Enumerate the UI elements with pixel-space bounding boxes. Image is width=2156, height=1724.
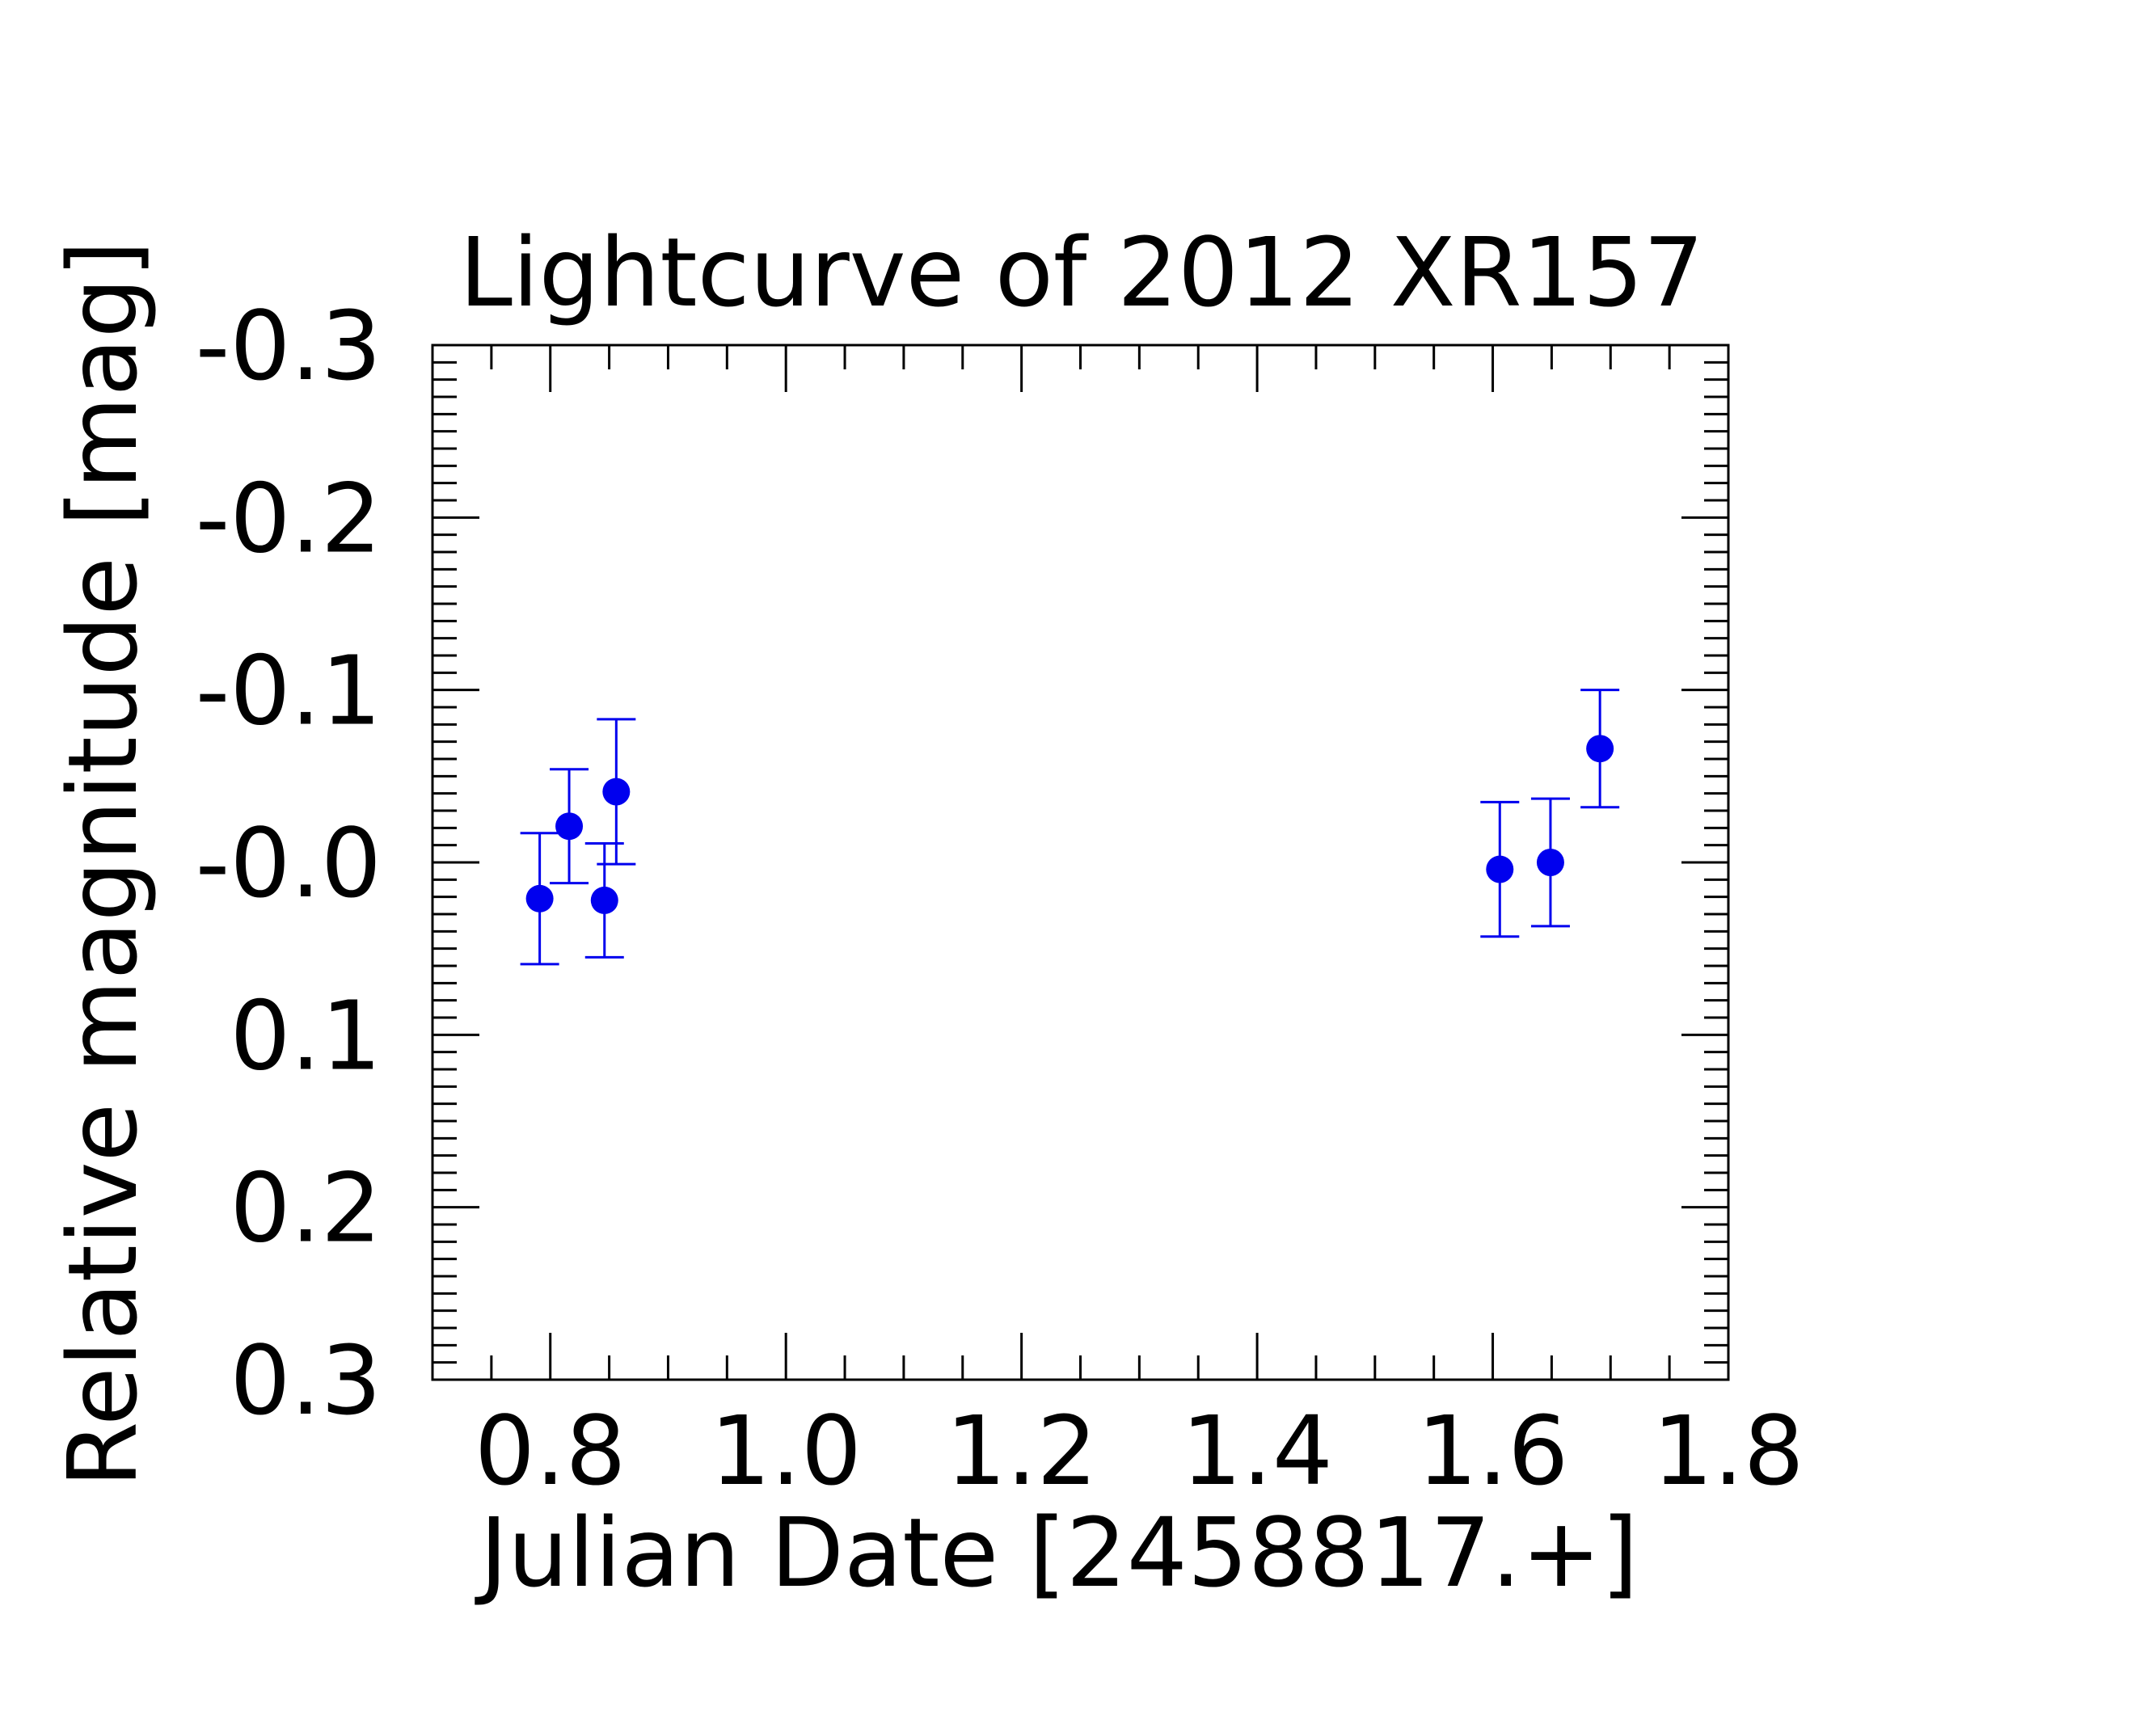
x-tick-label: 1.4 — [1181, 1395, 1333, 1507]
x-tick-label: 1.8 — [1652, 1395, 1804, 1507]
plot-frame — [431, 344, 1730, 1381]
data-point — [1536, 849, 1564, 876]
chart-title: Lightcurve of 2012 XR157 — [459, 217, 1704, 328]
data-point — [590, 886, 618, 914]
x-tick-label: 1.6 — [1417, 1395, 1569, 1507]
x-tick-label: 1.0 — [710, 1395, 862, 1507]
y-tick-label: -0.2 — [196, 462, 382, 574]
y-tick-label: -0.3 — [196, 290, 382, 402]
y-tick-label: 0.2 — [230, 1153, 382, 1264]
data-point — [602, 778, 631, 806]
y-axis-label: Relative magnitude [mag] — [47, 240, 158, 1487]
data-points — [520, 689, 1620, 966]
data-point — [1586, 735, 1614, 763]
y-tick-label: -0.1 — [196, 635, 382, 747]
y-tick-label: 0.1 — [230, 980, 382, 1091]
x-axis-label: Julian Date [2458817.+] — [474, 1497, 1638, 1608]
data-point — [1486, 855, 1514, 883]
data-point — [525, 884, 554, 913]
data-point — [555, 812, 584, 841]
x-tick-label: 1.2 — [946, 1395, 1098, 1507]
y-tick-label: 0.3 — [230, 1325, 382, 1436]
x-tick-label: 0.8 — [475, 1395, 627, 1507]
tick-labels: 0.8 1.0 1.2 1.4 1.6 1.8 -0.3 -0.2 -0.1 -0.0 0.1 0.2… — [196, 290, 1804, 1507]
axis-ticks — [432, 345, 1728, 1380]
y-tick-label: -0.0 — [196, 807, 382, 919]
